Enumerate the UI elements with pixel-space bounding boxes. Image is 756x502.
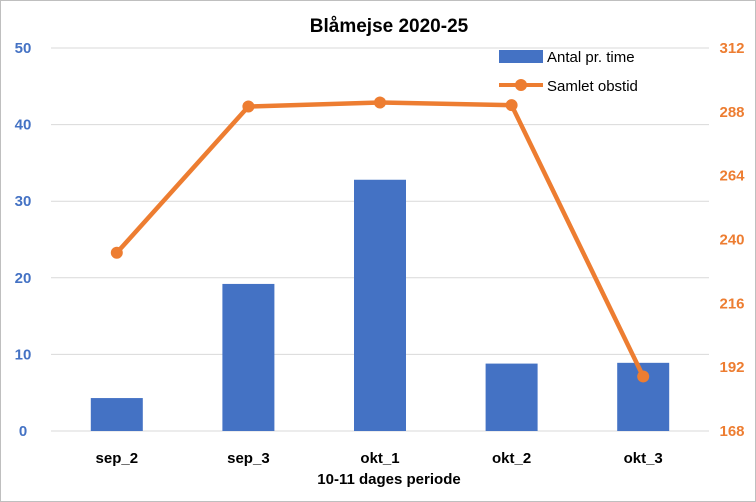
line-point xyxy=(505,99,518,112)
right-tick-label: 192 xyxy=(719,359,744,376)
right-tick-label: 168 xyxy=(719,423,744,440)
legend-label-bar: Antal pr. time xyxy=(547,49,635,66)
x-axis-title: 10-11 dages periode xyxy=(317,471,460,488)
legend-marker-line xyxy=(515,79,527,91)
x-tick-label: okt_1 xyxy=(360,450,399,467)
x-axis-ticks: sep_2 sep_3 okt_1 okt_2 okt_3 xyxy=(96,450,663,467)
x-tick-label: sep_3 xyxy=(227,450,270,467)
left-tick-label: 0 xyxy=(19,423,27,440)
line-series xyxy=(110,96,650,383)
right-tick-label: 240 xyxy=(719,232,744,249)
right-axis-ticks: 168 192 216 240 264 288 312 xyxy=(719,40,745,440)
left-tick-label: 50 xyxy=(15,40,32,57)
line-point xyxy=(374,96,386,109)
right-tick-label: 216 xyxy=(719,295,744,312)
legend-swatch-bar xyxy=(499,50,543,63)
right-tick-label: 288 xyxy=(719,104,744,121)
left-axis-ticks: 0 10 20 30 40 50 xyxy=(15,40,32,440)
bar xyxy=(90,398,143,431)
line-point xyxy=(637,370,650,383)
x-tick-label: okt_2 xyxy=(492,450,531,467)
x-tick-label: sep_2 xyxy=(96,450,139,467)
bar xyxy=(485,363,538,431)
chart-title: Blåmejse 2020-25 xyxy=(310,16,469,37)
line-point xyxy=(242,100,255,113)
line-point xyxy=(110,246,123,259)
legend: Antal pr. time Samlet obstid xyxy=(499,49,638,95)
right-tick-label: 312 xyxy=(719,40,744,57)
bar xyxy=(354,179,406,431)
legend-label-line: Samlet obstid xyxy=(547,78,638,95)
left-tick-label: 30 xyxy=(15,193,32,210)
bar xyxy=(222,283,275,431)
left-tick-label: 20 xyxy=(15,270,32,287)
x-tick-label: okt_3 xyxy=(624,450,663,467)
bar-series xyxy=(90,179,670,431)
right-tick-label: 264 xyxy=(719,168,745,185)
left-tick-label: 10 xyxy=(15,346,32,363)
left-tick-label: 40 xyxy=(15,117,32,134)
